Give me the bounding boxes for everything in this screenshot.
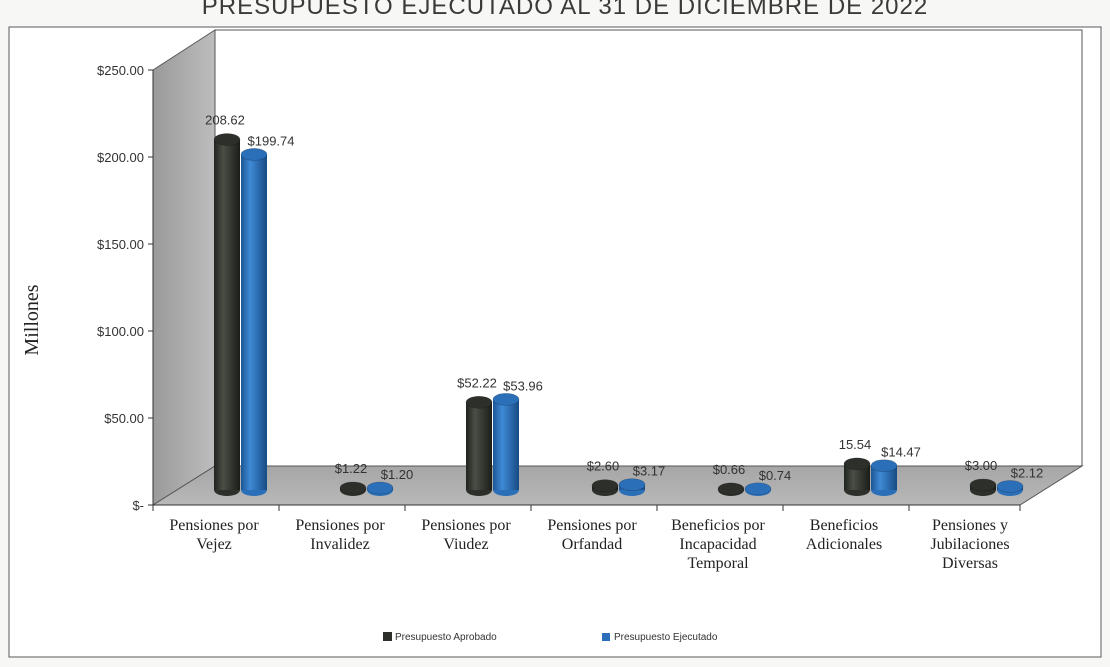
y-tick-label: $50.00 [104, 411, 144, 426]
y-tick-label: $150.00 [97, 237, 144, 252]
legend-swatch-aprobado [383, 632, 392, 641]
data-label-aprobado: 208.62 [205, 113, 245, 128]
bar-aprobado [213, 133, 241, 496]
back-wall [214, 29, 1083, 467]
data-label-aprobado: $2.60 [587, 459, 620, 474]
x-category-label: Orfandad [562, 536, 622, 553]
x-category-label: Beneficios por [671, 517, 765, 534]
bar-aprobado [843, 457, 871, 496]
chart-title: PRESUPUESTO EJECUTADO AL 31 DE DICIEMBRE… [202, 0, 928, 20]
y-axis-ticks: $- $50.00 $100.00 $150.00 $200.00 $250.00 [97, 63, 153, 513]
bar-ejecutado [870, 459, 898, 496]
x-category-label: Temporal [687, 555, 749, 572]
x-category-label: Invalidez [310, 536, 370, 553]
y-axis-title: Millones [21, 284, 43, 355]
x-category-label: Pensiones por [421, 517, 511, 534]
bar-ejecutado [240, 148, 268, 496]
legend: Presupuesto Aprobado Presupuesto Ejecuta… [383, 632, 718, 643]
data-label-ejecutado: $3.17 [633, 464, 666, 479]
bar-aprobado [717, 482, 745, 496]
x-category-label: Adicionales [806, 536, 882, 553]
y-tick-label: $100.00 [97, 324, 144, 339]
x-category-label: Diversas [942, 555, 998, 572]
x-category-label: Pensiones y [932, 517, 1008, 534]
bar-ejecutado [492, 393, 520, 496]
bar-ejecutado [996, 480, 1024, 496]
data-label-aprobado: $3.00 [965, 458, 998, 473]
bar-aprobado [969, 478, 997, 496]
x-category-label: Jubilaciones [930, 536, 1009, 553]
data-label-aprobado: $52.22 [457, 375, 497, 390]
y-tick-label: $- [132, 498, 144, 513]
data-label-ejecutado: $53.96 [503, 378, 543, 393]
x-category-label: Vejez [196, 536, 232, 553]
x-category-label: Pensiones por [295, 517, 385, 534]
x-category-label: Viudez [443, 536, 488, 553]
data-label-aprobado: $1.22 [335, 461, 368, 476]
data-label-ejecutado: $199.74 [248, 133, 295, 148]
bar-aprobado [339, 481, 367, 496]
data-label-ejecutado: $2.12 [1011, 465, 1044, 480]
bars [213, 133, 1024, 496]
bar-aprobado [465, 395, 493, 496]
legend-label-ejecutado: Presupuesto Ejecutado [614, 632, 718, 643]
bar-ejecutado [366, 481, 394, 496]
x-category-label: Beneficios [810, 517, 878, 534]
x-category-label: Pensiones por [547, 517, 637, 534]
bar-ejecutado [618, 478, 646, 496]
data-labels: 208.62$199.74 $1.22 $1.20 $52.22 $53.96 $2.60… [205, 113, 1043, 483]
y-tick-label: $250.00 [97, 63, 144, 78]
data-label-ejecutado: $0.74 [759, 468, 792, 483]
bar-ejecutado [744, 482, 772, 496]
legend-label-aprobado: Presupuesto Aprobado [395, 632, 497, 643]
y-tick-label: $200.00 [97, 150, 144, 165]
x-category-label: Incapacidad [679, 536, 756, 553]
data-label-aprobado: 15.54 [839, 437, 872, 452]
side-wall [152, 29, 216, 506]
bar-aprobado [591, 479, 619, 496]
data-label-aprobado: $0.66 [713, 462, 746, 477]
legend-swatch-ejecutado [602, 633, 610, 641]
data-label-ejecutado: $14.47 [881, 445, 921, 460]
data-label-ejecutado: $1.20 [381, 467, 414, 482]
x-category-label: Pensiones por [169, 517, 259, 534]
x-axis-labels: Pensiones por Vejez Pensiones por Invalidez… [152, 505, 1021, 572]
